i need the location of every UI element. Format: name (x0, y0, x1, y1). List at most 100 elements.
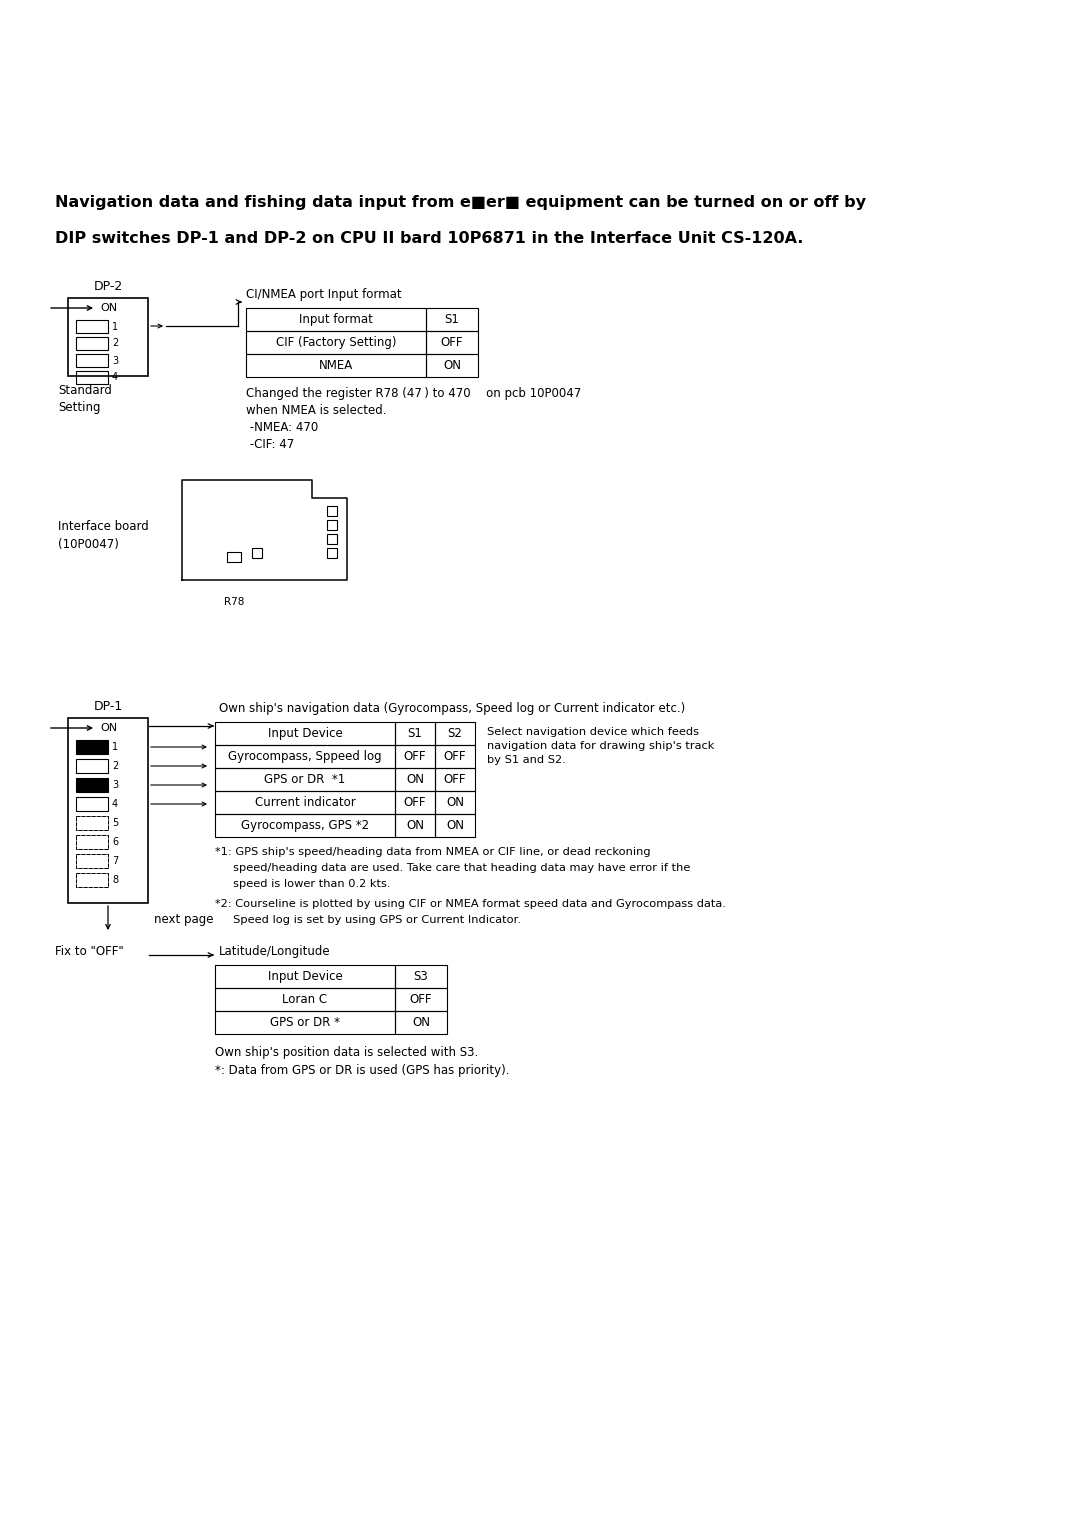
Text: Own ship's navigation data (Gyrocompass, Speed log or Current indicator etc.): Own ship's navigation data (Gyrocompass,… (219, 701, 685, 715)
Bar (76, 778, 108, 792)
Bar (76, 872, 108, 886)
Text: Gyrocompass, Sppeed log: Gyrocompass, Sppeed log (228, 750, 382, 762)
Bar (76, 798, 108, 811)
Bar (76, 338, 108, 350)
Text: ON: ON (100, 303, 117, 313)
Text: 1: 1 (112, 321, 118, 332)
Bar (246, 354, 426, 377)
Text: S3: S3 (414, 970, 429, 983)
Text: Gyrocompass, GPS *2: Gyrocompass, GPS *2 (241, 819, 369, 833)
Text: Speed log is set by using GPS or Current Indicator.: Speed log is set by using GPS or Current… (215, 915, 521, 924)
Bar (395, 723, 435, 746)
Text: Fix to "OFF": Fix to "OFF" (55, 944, 124, 958)
Text: 5: 5 (112, 817, 118, 828)
Bar (215, 792, 395, 814)
Bar (426, 309, 478, 332)
Text: 7: 7 (112, 856, 118, 866)
Bar (395, 966, 447, 989)
Bar (435, 723, 475, 746)
Text: ON: ON (406, 773, 424, 785)
Bar (76, 740, 108, 753)
Bar (215, 723, 395, 746)
Text: Input format: Input format (299, 313, 373, 325)
Bar (246, 332, 426, 354)
Bar (327, 533, 337, 544)
Text: ON: ON (446, 796, 464, 808)
Text: 8: 8 (112, 876, 118, 885)
Bar (215, 1012, 395, 1034)
Text: Own ship's position data is selected with S3.: Own ship's position data is selected wit… (215, 1047, 478, 1059)
Text: NMEA: NMEA (319, 359, 353, 371)
Text: 2: 2 (112, 761, 118, 772)
Text: ON: ON (443, 359, 461, 371)
Bar (76, 816, 108, 830)
Bar (76, 834, 108, 850)
Text: ON: ON (406, 819, 424, 833)
Bar (76, 759, 108, 773)
Text: ON: ON (411, 1016, 430, 1028)
Bar (435, 769, 475, 792)
Bar (395, 769, 435, 792)
Text: 1: 1 (112, 743, 118, 752)
Text: 2: 2 (112, 339, 118, 348)
Text: -NMEA: 470: -NMEA: 470 (246, 422, 319, 434)
Bar (395, 989, 447, 1012)
Text: OFF: OFF (444, 750, 467, 762)
Text: when NMEA is selected.: when NMEA is selected. (246, 403, 387, 417)
Bar (76, 854, 108, 868)
Text: Interface board: Interface board (58, 520, 149, 533)
Bar (76, 371, 108, 384)
Text: CIF (Factory Setting): CIF (Factory Setting) (275, 336, 396, 348)
Text: GPS or DR *: GPS or DR * (270, 1016, 340, 1028)
Text: GPS or DR  *1: GPS or DR *1 (265, 773, 346, 785)
Bar (76, 834, 108, 850)
Bar (76, 872, 108, 886)
Bar (227, 552, 241, 562)
Bar (435, 814, 475, 837)
Text: Input Device: Input Device (268, 727, 342, 740)
Text: *2: Courseline is plotted by using CIF or NMEA format speed data and Gyrocompass: *2: Courseline is plotted by using CIF o… (215, 898, 726, 909)
Text: 3: 3 (112, 356, 118, 365)
Bar (435, 792, 475, 814)
Bar (76, 354, 108, 367)
Bar (395, 1012, 447, 1034)
Text: next page: next page (154, 912, 214, 926)
Text: OFF: OFF (404, 796, 427, 808)
Text: DP-2: DP-2 (93, 280, 123, 293)
Text: (10P0047): (10P0047) (58, 538, 119, 552)
Bar (215, 966, 395, 989)
Text: Select navigation device which feeds
navigation data for drawing ship's track
by: Select navigation device which feeds nav… (487, 727, 714, 766)
Bar (395, 746, 435, 769)
Text: Standard
Setting: Standard Setting (58, 384, 112, 414)
Text: 4: 4 (112, 373, 118, 382)
Text: Changed the register R78 (47 ) to 470  on pcb 10P0047: Changed the register R78 (47 ) to 470 on… (246, 387, 581, 400)
Text: OFF: OFF (409, 993, 432, 1005)
Text: OFF: OFF (404, 750, 427, 762)
Text: OFF: OFF (444, 773, 467, 785)
Text: 4: 4 (112, 799, 118, 808)
Bar (395, 814, 435, 837)
Text: Navigation data and fishing data input from e■er■ equipment can be turned on or : Navigation data and fishing data input f… (55, 196, 866, 209)
Text: DIP switches DP-1 and DP-2 on CPU II bard 10P6871 in the Interface Unit CS-120A.: DIP switches DP-1 and DP-2 on CPU II bar… (55, 231, 804, 246)
Text: speed is lower than 0.2 kts.: speed is lower than 0.2 kts. (215, 879, 391, 889)
Text: Input Device: Input Device (268, 970, 342, 983)
Text: *: Data from GPS or DR is used (GPS has priority).: *: Data from GPS or DR is used (GPS has … (215, 1063, 510, 1077)
Text: speed/heading data are used. Take care that heading data may have error if the: speed/heading data are used. Take care t… (215, 863, 690, 872)
Bar (246, 309, 426, 332)
Bar (215, 989, 395, 1012)
Text: *1: GPS ship's speed/heading data from NMEA or CIF line, or dead reckoning: *1: GPS ship's speed/heading data from N… (215, 847, 650, 857)
Text: Latitude/Longitude: Latitude/Longitude (219, 944, 330, 958)
Text: Loran C: Loran C (283, 993, 327, 1005)
Bar (76, 319, 108, 333)
Text: R78: R78 (224, 597, 244, 607)
Text: ON: ON (100, 723, 117, 733)
Bar (327, 520, 337, 530)
Text: OFF: OFF (441, 336, 463, 348)
Text: S1: S1 (445, 313, 459, 325)
Text: S1: S1 (407, 727, 422, 740)
Bar (68, 718, 148, 903)
Bar (395, 792, 435, 814)
Text: 3: 3 (112, 779, 118, 790)
Bar (68, 298, 148, 376)
Text: CI/NMEA port Input format: CI/NMEA port Input format (246, 287, 402, 301)
